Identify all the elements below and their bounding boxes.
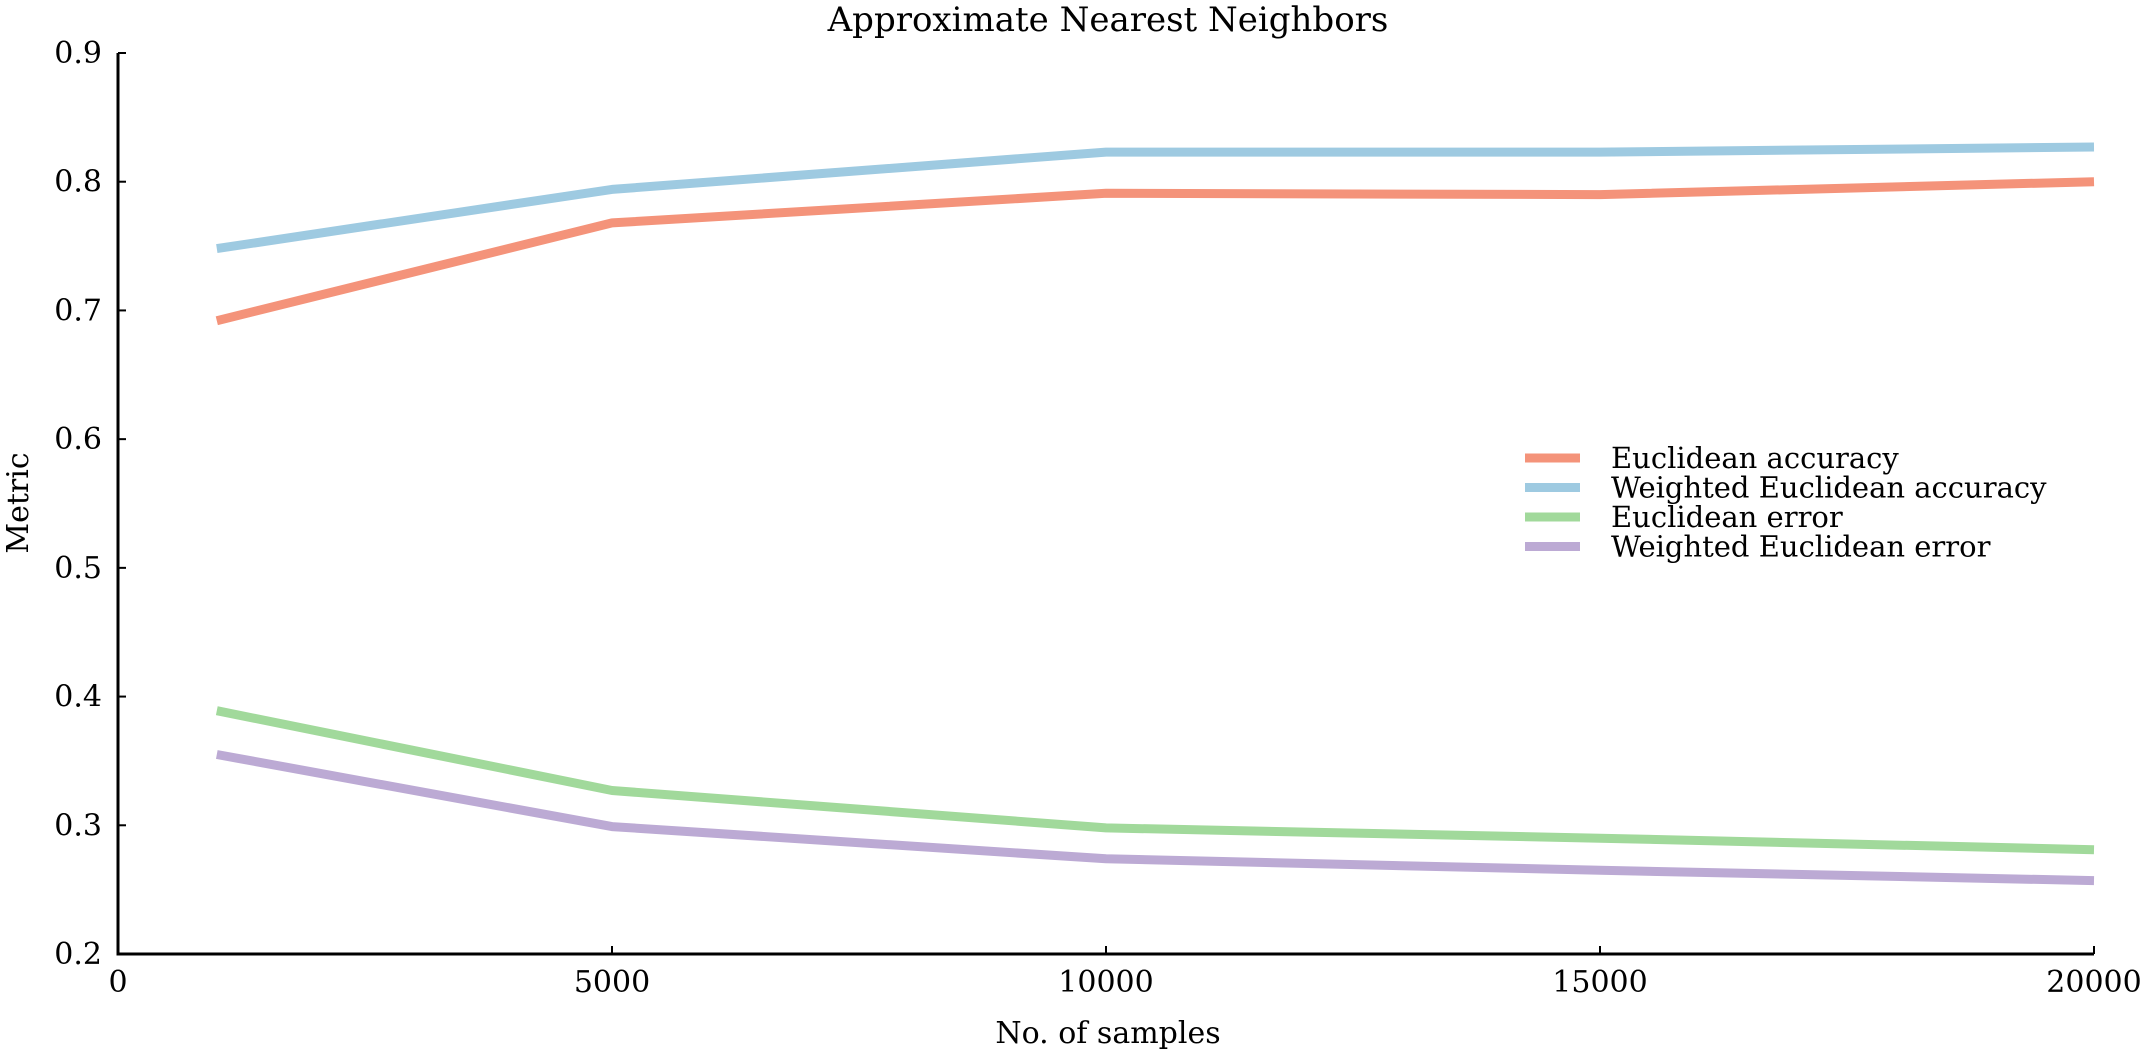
series-line xyxy=(215,706,2095,855)
y-tick-label: 0.8 xyxy=(54,165,102,200)
x-tick-label: 20000 xyxy=(2046,965,2141,1000)
x-tick-label: 10000 xyxy=(1058,965,1153,1000)
legend-label: Weighted Euclidean accuracy xyxy=(1611,471,2047,505)
y-tick-label: 0.9 xyxy=(54,36,102,71)
series-line xyxy=(215,750,2095,886)
x-tick-label: 0 xyxy=(108,965,127,1000)
x-tick-label: 5000 xyxy=(574,965,650,1000)
x-tick-label: 15000 xyxy=(1552,965,1647,1000)
y-tick-label: 0.4 xyxy=(54,680,102,715)
ticks: 0 5000 10000 15000 20000 0.2 0.3 0.4 0.5 0.6 0.7 0.… xyxy=(54,36,2141,1000)
y-tick-label: 0.3 xyxy=(54,808,102,843)
series-line xyxy=(216,142,2095,254)
chart-title: Approximate Nearest Neighbors xyxy=(827,0,1389,40)
y-tick-label: 0.2 xyxy=(54,937,102,972)
y-axis-label: Metric xyxy=(1,452,36,553)
y-tick-label: 0.5 xyxy=(54,551,102,586)
legend-label: Weighted Euclidean error xyxy=(1611,530,1991,564)
series-lines xyxy=(215,142,2095,886)
y-tick-label: 0.7 xyxy=(54,293,102,328)
x-axis-label: No. of samples xyxy=(995,1016,1220,1051)
series-line xyxy=(215,177,2095,326)
legend-label: Euclidean accuracy xyxy=(1611,441,1899,475)
y-tick-label: 0.6 xyxy=(54,422,102,457)
legend-label: Euclidean error xyxy=(1611,500,1843,534)
